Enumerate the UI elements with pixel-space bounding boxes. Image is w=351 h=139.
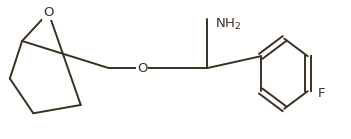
Text: O: O <box>137 62 147 75</box>
Text: F: F <box>318 87 325 100</box>
Text: NH$_2$: NH$_2$ <box>215 16 241 32</box>
Text: O: O <box>43 6 54 19</box>
